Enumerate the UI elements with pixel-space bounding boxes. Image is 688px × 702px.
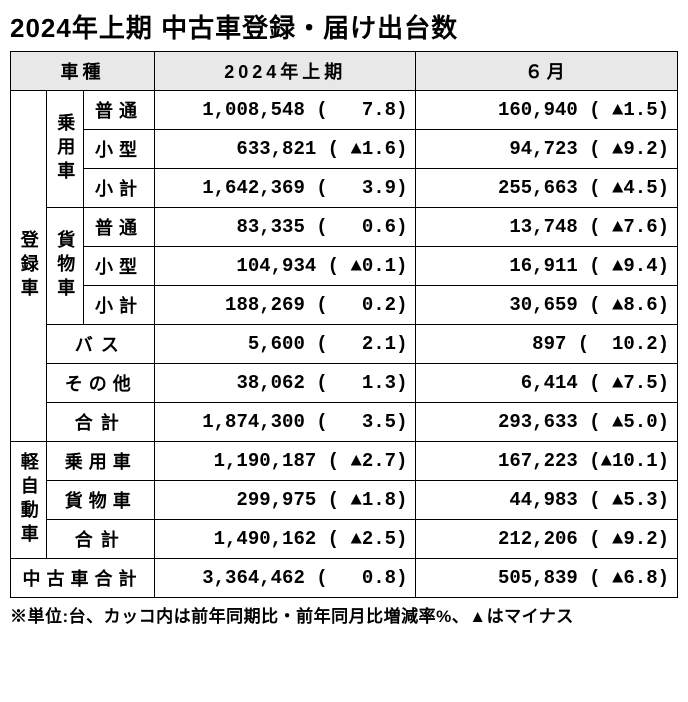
group-cargo: 貨物車 — [47, 208, 83, 325]
cell-value: 505,839 ( ▲6.8) — [416, 559, 678, 598]
table-row: 小計 188,269 ( 0.2) 30,659 ( ▲8.6) — [11, 286, 678, 325]
cell-value: 16,911 ( ▲9.4) — [416, 247, 678, 286]
table-row: 小計 1,642,369 ( 3.9) 255,663 ( ▲4.5) — [11, 169, 678, 208]
cell-value: 1,874,300 ( 3.5) — [154, 403, 416, 442]
row-label: 乗用車 — [47, 442, 154, 481]
col-type: 車種 — [11, 52, 155, 91]
row-label-grand: 中古車合計 — [11, 559, 155, 598]
footnote: ※単位:台、カッコ内は前年同期比・前年同月比増減率%、▲はマイナス — [10, 602, 678, 627]
group-passenger: 乗用車 — [47, 91, 83, 208]
row-label: 普通 — [83, 91, 154, 130]
cell-value: 633,821 ( ▲1.6) — [154, 130, 416, 169]
cell-value: 44,983 ( ▲5.3) — [416, 481, 678, 520]
cell-value: 212,206 ( ▲9.2) — [416, 520, 678, 559]
group-kei: 軽自動車 — [11, 442, 47, 559]
cell-value: 5,600 ( 2.1) — [154, 325, 416, 364]
cell-value: 1,642,369 ( 3.9) — [154, 169, 416, 208]
data-table: 車種 2024年上期 ６月 登録車 乗用車 普通 1,008,548 ( 7.8… — [10, 51, 678, 598]
cell-value: 1,190,187 ( ▲2.7) — [154, 442, 416, 481]
table-row: 軽自動車 乗用車 1,190,187 ( ▲2.7) 167,223 (▲10.… — [11, 442, 678, 481]
row-label: バス — [47, 325, 154, 364]
col-period2: ６月 — [416, 52, 678, 91]
cell-value: 83,335 ( 0.6) — [154, 208, 416, 247]
table-row: 小型 633,821 ( ▲1.6) 94,723 ( ▲9.2) — [11, 130, 678, 169]
table-row: 貨物車 普通 83,335 ( 0.6) 13,748 ( ▲7.6) — [11, 208, 678, 247]
table-row: 中古車合計 3,364,462 ( 0.8) 505,839 ( ▲6.8) — [11, 559, 678, 598]
table-row: その他 38,062 ( 1.3) 6,414 ( ▲7.5) — [11, 364, 678, 403]
cell-value: 255,663 ( ▲4.5) — [416, 169, 678, 208]
row-label: 小型 — [83, 247, 154, 286]
header-row: 車種 2024年上期 ６月 — [11, 52, 678, 91]
cell-value: 6,414 ( ▲7.5) — [416, 364, 678, 403]
cell-value: 1,490,162 ( ▲2.5) — [154, 520, 416, 559]
cell-value: 13,748 ( ▲7.6) — [416, 208, 678, 247]
row-label: 小計 — [83, 286, 154, 325]
cell-value: 94,723 ( ▲9.2) — [416, 130, 678, 169]
cell-value: 3,364,462 ( 0.8) — [154, 559, 416, 598]
row-label: 小計 — [83, 169, 154, 208]
row-label: 普通 — [83, 208, 154, 247]
cell-value: 897 ( 10.2) — [416, 325, 678, 364]
cell-value: 299,975 ( ▲1.8) — [154, 481, 416, 520]
table-row: バス 5,600 ( 2.1) 897 ( 10.2) — [11, 325, 678, 364]
cell-value: 167,223 (▲10.1) — [416, 442, 678, 481]
row-label: 小型 — [83, 130, 154, 169]
cell-value: 1,008,548 ( 7.8) — [154, 91, 416, 130]
col-period1: 2024年上期 — [154, 52, 416, 91]
cell-value: 160,940 ( ▲1.5) — [416, 91, 678, 130]
cell-value: 188,269 ( 0.2) — [154, 286, 416, 325]
row-label: その他 — [47, 364, 154, 403]
cell-value: 104,934 ( ▲0.1) — [154, 247, 416, 286]
row-label: 合計 — [47, 403, 154, 442]
cell-value: 38,062 ( 1.3) — [154, 364, 416, 403]
table-row: 小型 104,934 ( ▲0.1) 16,911 ( ▲9.4) — [11, 247, 678, 286]
cell-value: 293,633 ( ▲5.0) — [416, 403, 678, 442]
table-row: 合計 1,490,162 ( ▲2.5) 212,206 ( ▲9.2) — [11, 520, 678, 559]
page-title: 2024年上期 中古車登録・届け出台数 — [10, 8, 678, 45]
group-registered: 登録車 — [11, 91, 47, 442]
row-label: 貨物車 — [47, 481, 154, 520]
row-label: 合計 — [47, 520, 154, 559]
table-row: 貨物車 299,975 ( ▲1.8) 44,983 ( ▲5.3) — [11, 481, 678, 520]
cell-value: 30,659 ( ▲8.6) — [416, 286, 678, 325]
table-row: 合計 1,874,300 ( 3.5) 293,633 ( ▲5.0) — [11, 403, 678, 442]
table-row: 登録車 乗用車 普通 1,008,548 ( 7.8) 160,940 ( ▲1… — [11, 91, 678, 130]
